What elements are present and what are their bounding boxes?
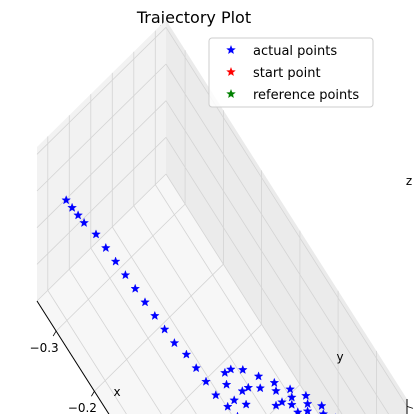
data-point bbox=[277, 397, 287, 407]
grid-line-z bbox=[36, 100, 167, 228]
grid-line-z bbox=[165, 173, 320, 414]
data-point bbox=[318, 409, 329, 414]
grid-line-z bbox=[165, 63, 390, 414]
grid-line-z bbox=[36, 173, 167, 302]
data-point bbox=[269, 377, 280, 387]
legend: actual points start point reference poin… bbox=[208, 37, 374, 108]
data-point bbox=[301, 390, 311, 400]
grid-line-z bbox=[165, 137, 343, 414]
data-point bbox=[302, 406, 313, 414]
y-axis-label: y bbox=[336, 350, 343, 364]
data-point bbox=[181, 349, 192, 359]
data-point bbox=[201, 376, 211, 386]
data-point bbox=[316, 400, 327, 411]
x-axis-line bbox=[36, 300, 110, 414]
data-point bbox=[159, 324, 170, 334]
legend-box bbox=[208, 37, 374, 108]
data-point bbox=[169, 337, 180, 348]
axis-ticks: −0.3−0.2−0.10.00.10.2−0.10.00.10.20.30.4… bbox=[30, 330, 414, 414]
data-point bbox=[237, 386, 248, 396]
data-point bbox=[255, 383, 266, 393]
grid-line-x bbox=[94, 263, 224, 392]
data-point bbox=[222, 401, 233, 411]
data-point bbox=[73, 210, 83, 220]
floor-pane bbox=[37, 174, 319, 414]
grid-line-x bbox=[170, 324, 262, 414]
data-point bbox=[286, 392, 297, 402]
legend-marker-reference bbox=[226, 88, 236, 99]
data-point bbox=[253, 371, 264, 381]
data-points bbox=[61, 195, 336, 414]
grid-line-z bbox=[36, 63, 167, 192]
data-point bbox=[79, 217, 89, 227]
grid-line-z bbox=[165, 27, 408, 407]
legend-marker-actual bbox=[226, 44, 236, 55]
data-point bbox=[302, 398, 313, 409]
grid-line-y bbox=[154, 184, 302, 414]
x-tick-label: −0.2 bbox=[68, 401, 97, 414]
grid-line-y bbox=[90, 247, 197, 414]
grid-line-z bbox=[36, 137, 167, 265]
data-point bbox=[237, 364, 248, 374]
x-axis-label: x bbox=[113, 385, 120, 399]
data-point bbox=[130, 283, 141, 293]
data-point bbox=[91, 229, 101, 239]
data-point bbox=[210, 390, 221, 400]
legend-label-actual: actual points bbox=[253, 44, 337, 59]
x-tick-mark bbox=[91, 391, 95, 397]
data-point bbox=[226, 364, 236, 374]
data-point bbox=[221, 379, 232, 389]
grid-line-y bbox=[111, 226, 232, 414]
grid-line-z bbox=[36, 27, 167, 155]
data-point bbox=[100, 242, 111, 253]
data-point bbox=[292, 407, 303, 414]
data-point bbox=[271, 400, 281, 410]
z-tick-mark bbox=[406, 405, 414, 409]
legend-label-reference: reference points bbox=[253, 88, 359, 103]
grid-line-y bbox=[68, 269, 162, 414]
z-axis-label: z bbox=[406, 174, 412, 188]
data-point bbox=[191, 363, 202, 373]
data-point bbox=[229, 395, 240, 405]
data-point bbox=[241, 399, 251, 409]
x-tick-mark bbox=[52, 330, 57, 337]
data-point bbox=[110, 256, 121, 266]
data-point bbox=[285, 384, 295, 394]
grid-line-y bbox=[133, 205, 267, 414]
data-point bbox=[67, 202, 77, 212]
chart-title: Trajectory Plot bbox=[136, 8, 251, 27]
grid-line-x bbox=[55, 203, 186, 332]
data-point bbox=[150, 310, 160, 320]
data-point bbox=[243, 382, 254, 392]
x-tick-label: −0.3 bbox=[30, 341, 59, 355]
data-point bbox=[271, 385, 281, 396]
data-point bbox=[220, 367, 230, 377]
data-point bbox=[140, 297, 150, 307]
grid-line-y bbox=[47, 290, 127, 414]
legend-marker-start bbox=[226, 66, 236, 77]
data-point bbox=[120, 270, 131, 280]
grid-lines bbox=[36, 27, 408, 414]
data-point bbox=[61, 195, 71, 205]
data-point bbox=[286, 399, 297, 409]
grid-line-z bbox=[165, 100, 366, 414]
legend-label-start: start point bbox=[253, 66, 321, 81]
